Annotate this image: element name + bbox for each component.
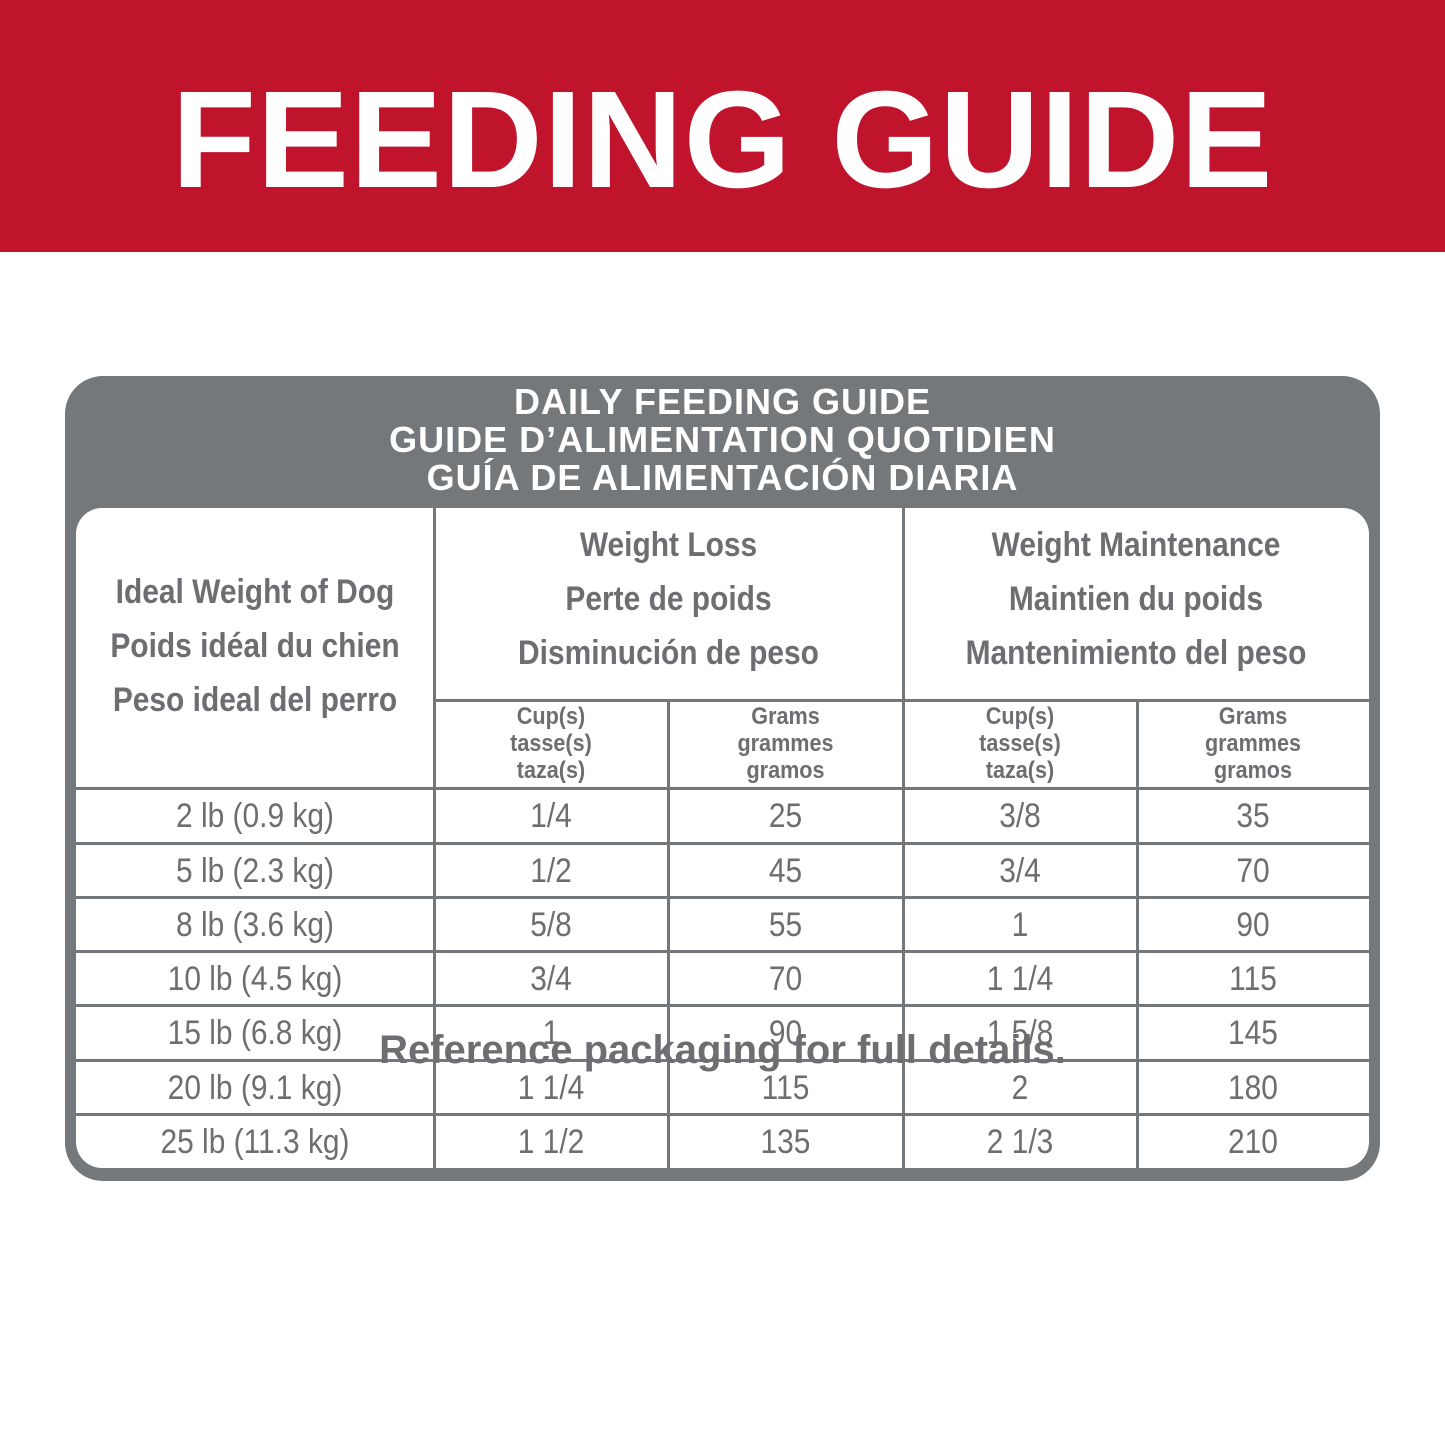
table-cell: 145: [1228, 1014, 1278, 1052]
sub-header: gramos: [1213, 757, 1293, 784]
table-cell: 115: [761, 1069, 810, 1107]
table-cell: 8 lb (3.6 kg): [176, 906, 334, 944]
table-cell: 25 lb (11.3 kg): [160, 1123, 350, 1161]
column-header: Peso ideal del perro: [112, 681, 398, 719]
column-header: Poids idéal du chien: [110, 627, 400, 665]
sub-header: gramos: [746, 757, 825, 784]
card-title: GUÍA DE ALIMENTACIÓN DIARIA: [426, 457, 1019, 498]
table-cell: 115: [1229, 960, 1277, 998]
sub-header: grammes: [1204, 730, 1302, 757]
sub-header: Grams: [1218, 703, 1288, 730]
table-cell: 135: [760, 1123, 811, 1161]
group-header: Mantenimiento del peso: [965, 634, 1307, 672]
sub-header: Cup(s): [985, 703, 1055, 730]
table-cell: 1: [542, 1014, 560, 1052]
table-cell: 180: [1228, 1069, 1278, 1107]
grid-line: [76, 896, 1369, 899]
table-cell: 25: [768, 797, 803, 835]
table-cell: 210: [1228, 1123, 1278, 1161]
grid-line: [434, 699, 1369, 702]
table-cell: 1 1/4: [986, 960, 1054, 998]
table-cell: 2 1/3: [986, 1123, 1054, 1161]
grid-line: [76, 842, 1369, 845]
table-cell: 90: [768, 1014, 803, 1052]
table-cell: 10 lb (4.5 kg): [167, 960, 343, 998]
grid-line: [76, 1059, 1369, 1062]
table-cell: 1 1/2: [517, 1123, 585, 1161]
table-cell: 55: [768, 906, 803, 944]
table-cell: 2: [1011, 1069, 1029, 1107]
group-header: Weight Maintenance: [991, 526, 1281, 564]
group-header: Weight Loss: [579, 526, 758, 564]
grid-line: [433, 508, 436, 1168]
table-cell: 3/4: [530, 960, 572, 998]
sub-header: Grams: [751, 703, 820, 730]
table-cell: 15 lb (6.8 kg): [167, 1014, 343, 1052]
sub-header: grammes: [737, 730, 834, 757]
table-cell: 20 lb (9.1 kg): [167, 1069, 343, 1107]
table-cell: 1 5/8: [986, 1014, 1054, 1052]
grid-line: [902, 508, 905, 1168]
grid-line: [76, 1113, 1369, 1116]
table-cell: 1 1/4: [517, 1069, 585, 1107]
card-title: GUIDE D’ALIMENTATION QUOTIDIEN: [389, 419, 1056, 460]
grid-line: [76, 787, 1369, 790]
table-cell: 5/8: [530, 906, 572, 944]
table-cell: 70: [1236, 852, 1270, 890]
group-header: Perte de poids: [565, 580, 772, 618]
page-title: FEEDING GUIDE: [171, 63, 1274, 217]
grid-line: [76, 950, 1369, 953]
table-cell: 1/2: [530, 852, 572, 890]
table-cell: 45: [768, 852, 803, 890]
table-cell: 2 lb (0.9 kg): [176, 797, 334, 835]
table-cell: 3/8: [999, 797, 1041, 835]
sub-header: Cup(s): [516, 703, 586, 730]
table-cell: 90: [1236, 906, 1270, 944]
banner: FEEDING GUIDE: [0, 0, 1445, 252]
table-cell: 70: [768, 960, 803, 998]
sub-header: taza(s): [985, 757, 1055, 784]
table-cell: 35: [1236, 797, 1270, 835]
grid-line: [667, 700, 670, 1168]
feeding-card: Ideal Weight of Dog Poids idéal du chien P…: [65, 376, 1380, 1181]
group-header: Disminución de peso: [518, 634, 819, 672]
grid-line: [76, 1004, 1369, 1007]
table-cell: 1: [1011, 906, 1029, 944]
card-title: DAILY FEEDING GUIDE: [513, 381, 932, 422]
sub-header: tasse(s): [979, 730, 1061, 757]
column-header: Ideal Weight of Dog: [115, 573, 395, 611]
sub-header: taza(s): [516, 757, 586, 784]
table-cell: 5 lb (2.3 kg): [176, 852, 334, 890]
footer-note: Reference packaging for full details.: [379, 1028, 1066, 1072]
grid-line: [1136, 700, 1139, 1168]
table-cell: 1/4: [530, 797, 572, 835]
feeding-table: Ideal Weight of Dog Poids idéal du chien P…: [76, 508, 1369, 1168]
sub-header: tasse(s): [510, 730, 592, 757]
table-cell: 3/4: [999, 852, 1041, 890]
group-header: Maintien du poids: [1008, 580, 1264, 618]
